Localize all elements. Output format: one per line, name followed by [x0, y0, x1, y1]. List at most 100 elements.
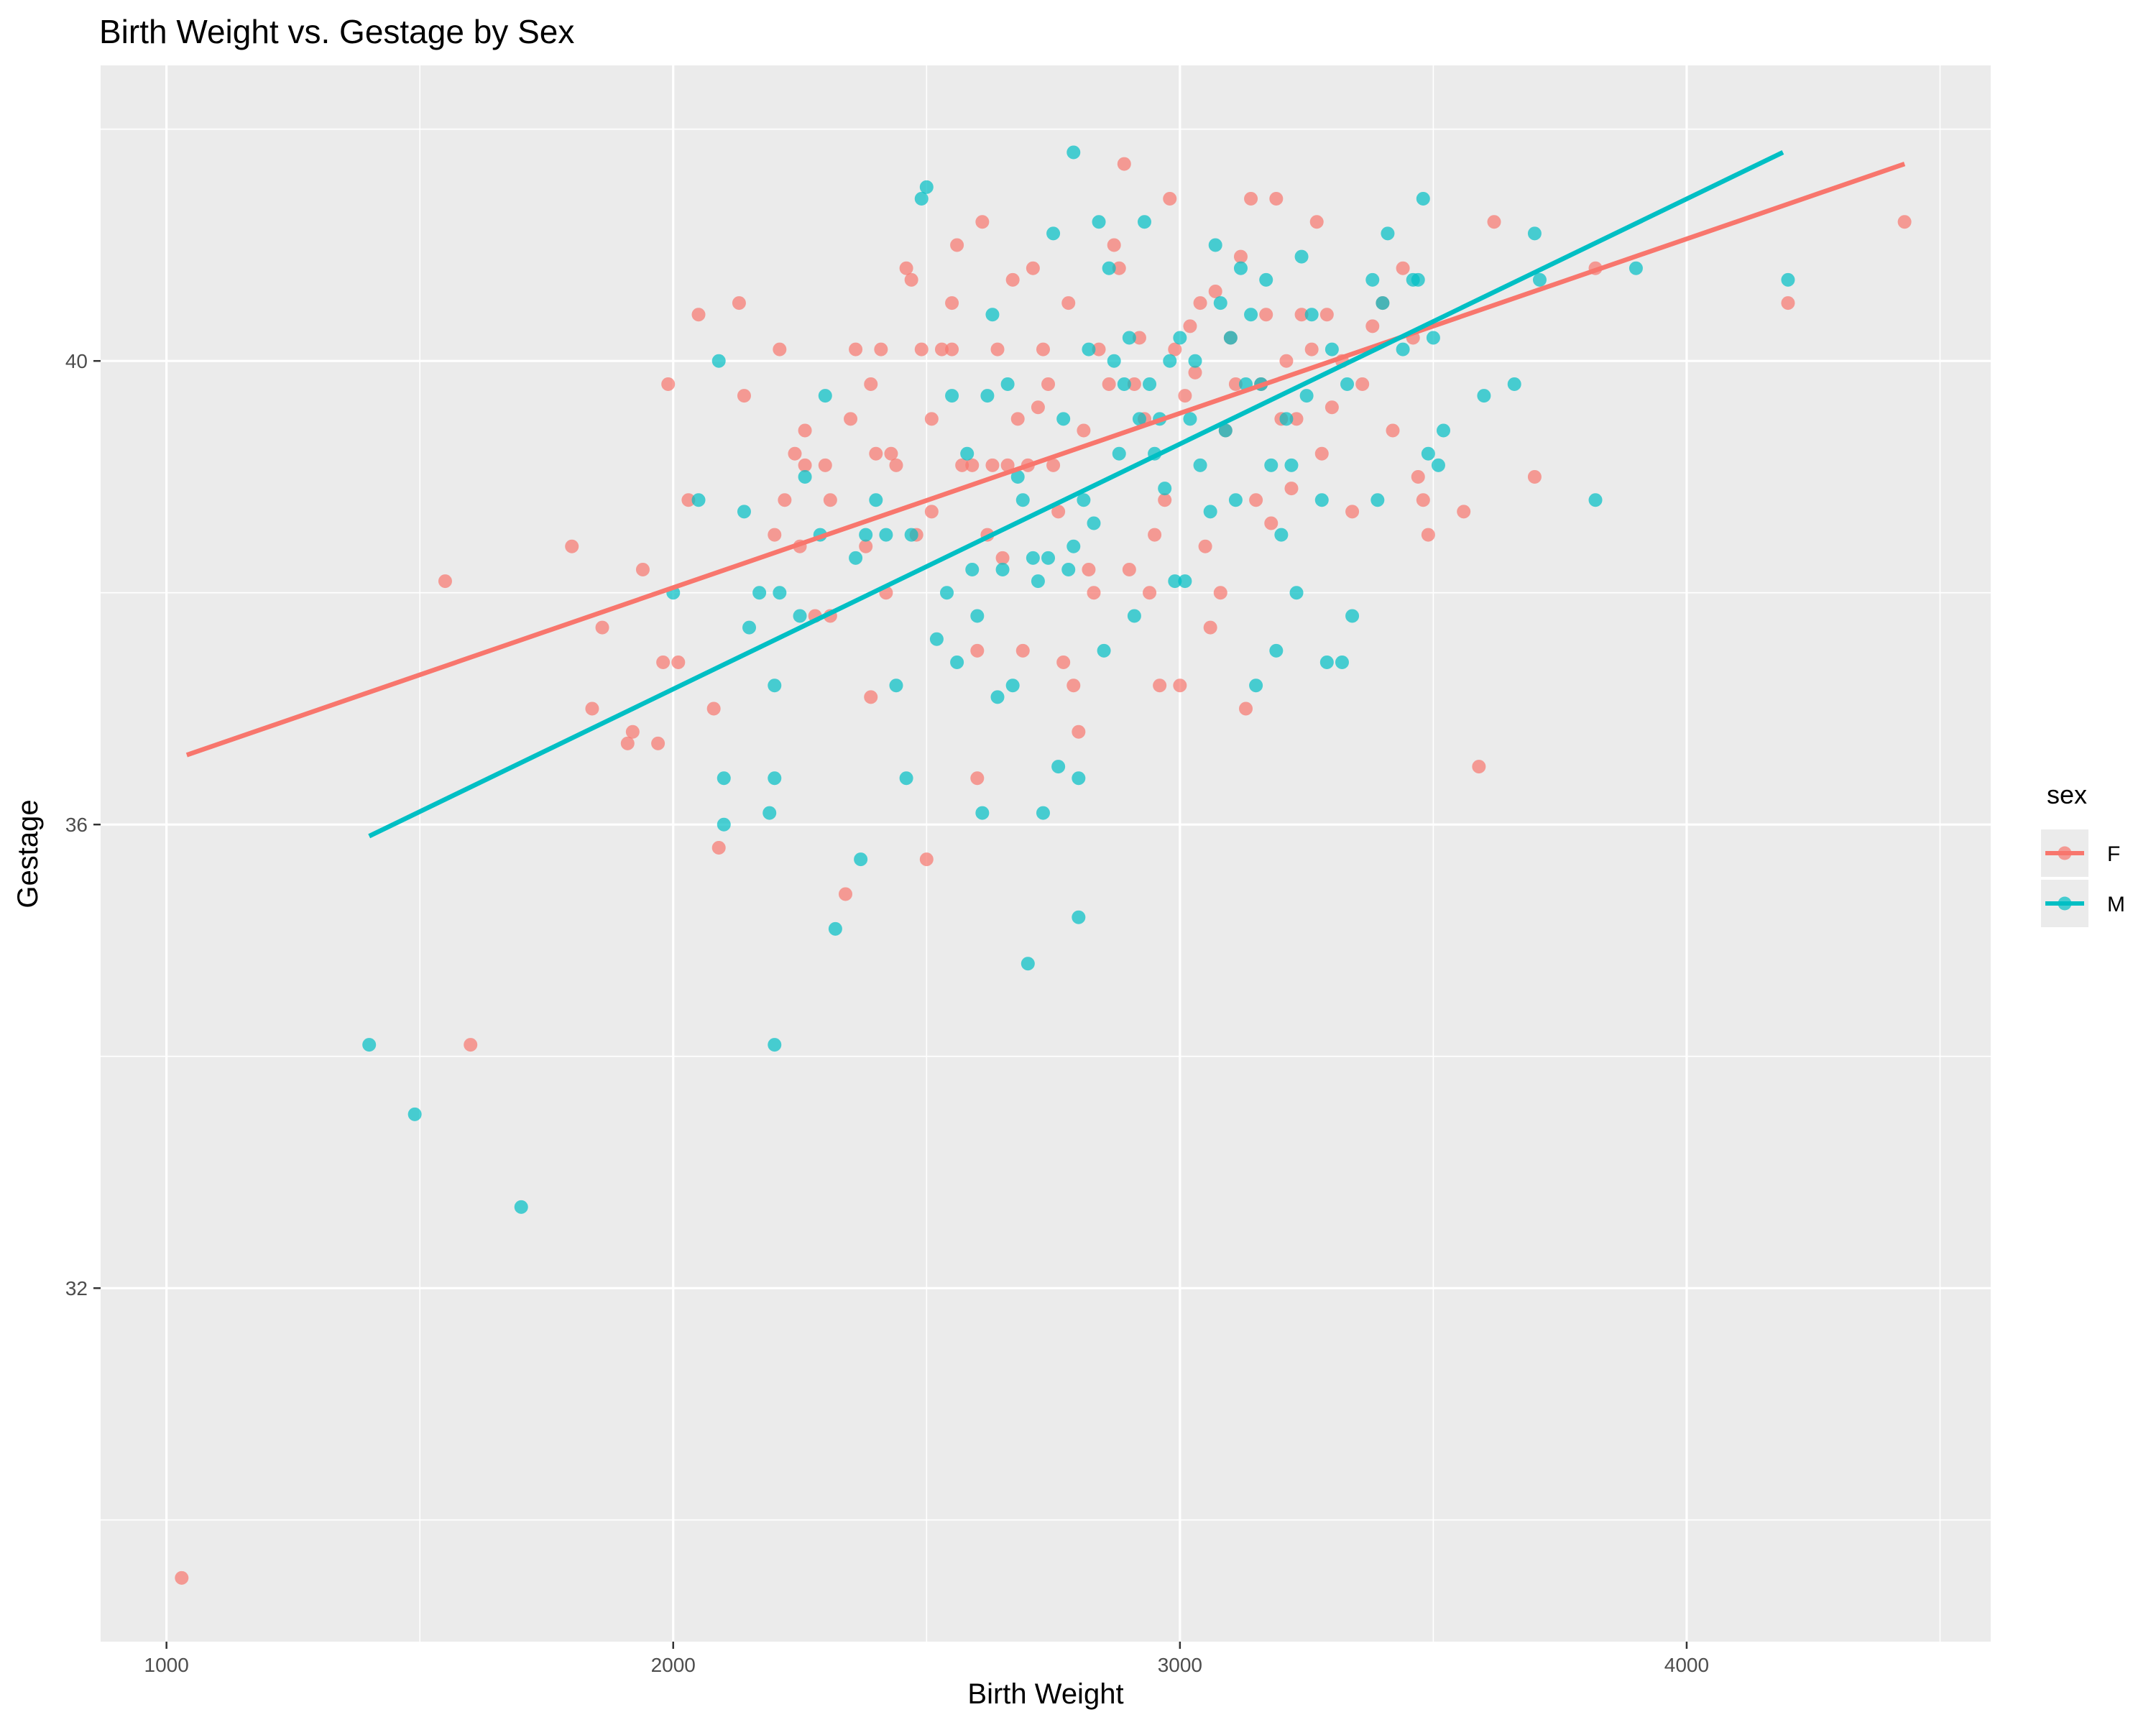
data-point-f: [1294, 308, 1309, 322]
data-point-f: [1015, 643, 1030, 658]
data-point-f: [175, 1570, 189, 1585]
data-point-f: [1143, 586, 1157, 600]
data-point-f: [1046, 458, 1061, 472]
data-point-m: [1477, 389, 1491, 403]
data-point-f: [1173, 678, 1187, 693]
data-point-f: [919, 852, 934, 867]
data-point-m: [945, 389, 959, 403]
data-point-m: [717, 817, 731, 832]
data-point-m: [1319, 655, 1334, 669]
data-point-f: [1365, 319, 1380, 334]
data-point-m: [793, 609, 807, 623]
data-point-f: [945, 296, 959, 310]
data-point-f: [1264, 516, 1279, 530]
data-point-m: [1507, 377, 1521, 391]
data-point-f: [869, 446, 883, 461]
data-point-f: [1041, 377, 1056, 391]
data-point-m: [691, 493, 706, 507]
data-point-f: [955, 458, 969, 472]
data-point-m: [1173, 331, 1187, 345]
data-point-m: [1092, 215, 1106, 229]
data-point-f: [1158, 493, 1172, 507]
data-point-f: [1527, 469, 1542, 484]
data-point-f: [635, 562, 650, 576]
data-point-m: [960, 446, 975, 461]
data-point-m: [742, 620, 757, 635]
x-tick-label: 3000: [1158, 1654, 1202, 1676]
data-point-f: [1897, 215, 1912, 229]
data-point-f: [620, 736, 635, 750]
data-point-m: [1193, 458, 1207, 472]
data-point-m: [879, 528, 893, 542]
data-point-f: [1082, 562, 1096, 576]
data-point-m: [1168, 574, 1182, 589]
data-point-m: [1117, 377, 1131, 391]
data-point-m: [1223, 331, 1238, 345]
data-point-f: [1153, 678, 1167, 693]
data-point-m: [965, 562, 980, 576]
data-point-f: [899, 261, 913, 275]
x-tick-label: 4000: [1664, 1654, 1709, 1676]
data-point-m: [980, 389, 995, 403]
data-point-f: [1228, 377, 1243, 391]
data-point-f: [1056, 655, 1071, 669]
data-point-m: [1294, 249, 1309, 264]
data-point-f: [732, 296, 746, 310]
data-point-m: [1411, 272, 1425, 287]
data-point-m: [1000, 377, 1015, 391]
data-point-m: [717, 771, 731, 786]
legend-key-point: [2058, 846, 2072, 860]
data-point-f: [1178, 389, 1192, 403]
data-point-f: [671, 655, 686, 669]
data-point-m: [1112, 446, 1126, 461]
data-point-f: [1781, 296, 1795, 310]
axis-ticks: 1000 2000 3000 4000 32 36 40: [65, 350, 1709, 1676]
data-point-m: [1036, 806, 1050, 820]
data-point-m: [1061, 562, 1076, 576]
data-point-m: [1097, 643, 1111, 658]
data-point-f: [970, 771, 985, 786]
data-point-m: [869, 493, 883, 507]
data-point-m: [1426, 331, 1440, 345]
data-point-f: [1396, 261, 1410, 275]
data-point-m: [711, 354, 726, 368]
data-point-f: [1067, 678, 1081, 693]
data-point-m: [950, 655, 964, 669]
y-tick-label: 32: [65, 1277, 88, 1300]
data-point-f: [1112, 261, 1126, 275]
data-point-f: [889, 458, 903, 472]
data-point-f: [874, 342, 888, 356]
data-point-m: [1046, 226, 1061, 241]
data-point-f: [1183, 319, 1197, 334]
data-point-m: [1396, 342, 1410, 356]
data-point-f: [1051, 505, 1066, 519]
data-point-m: [1527, 226, 1542, 241]
data-point-f: [844, 412, 858, 426]
data-point-m: [1274, 528, 1289, 542]
data-point-f: [1031, 400, 1045, 415]
data-point-f: [798, 423, 812, 438]
fit-line-m: [368, 150, 1784, 839]
data-point-m: [1370, 493, 1385, 507]
data-point-f: [1279, 354, 1294, 368]
data-point-m: [1416, 191, 1430, 206]
data-point-f: [1198, 539, 1212, 553]
data-point-f: [1233, 249, 1248, 264]
data-point-f: [1026, 261, 1040, 275]
data-point-f: [1000, 458, 1015, 472]
data-point-f: [1072, 724, 1086, 739]
data-point-f: [1005, 272, 1020, 287]
data-point-m: [919, 180, 934, 194]
data-point-m: [763, 806, 777, 820]
data-point-f: [990, 342, 1005, 356]
data-point-f: [1319, 308, 1334, 322]
data-point-f: [1213, 586, 1227, 600]
data-point-f: [1304, 342, 1319, 356]
data-point-f: [884, 446, 898, 461]
data-point-f: [859, 539, 873, 553]
data-point-f: [995, 551, 1010, 565]
data-point-m: [1289, 586, 1304, 600]
data-point-f: [1010, 412, 1025, 426]
data-point-m: [828, 921, 842, 936]
data-point-m: [995, 562, 1010, 576]
